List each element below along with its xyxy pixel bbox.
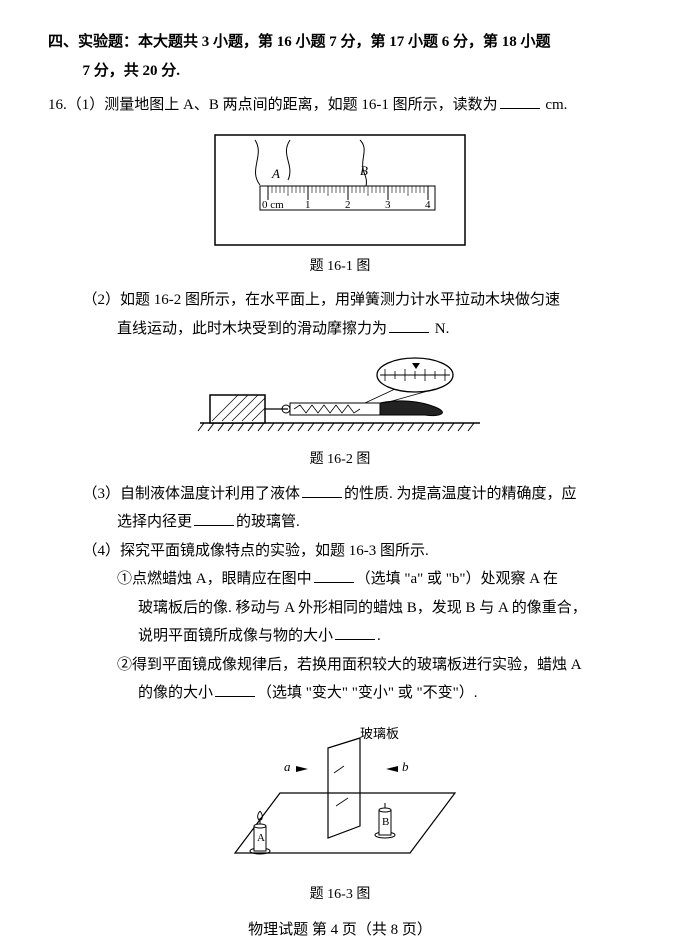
figure-16-1: A B 0 cm 1 2 3 4 [210, 130, 470, 250]
q16-3-text-c: 选择内径更 [117, 514, 192, 530]
fig3-label-b: b [402, 759, 409, 774]
q16-2-line2: 直线运动，此时木块受到的滑动摩擦力为 N. [48, 315, 632, 344]
fig1-label-b: B [360, 163, 368, 178]
blank-16-3b [194, 511, 234, 526]
q16-3-label: （3） [83, 486, 121, 502]
blank-16-2 [389, 318, 429, 333]
section-header: 四、实验题：本大题共 3 小题，第 16 小题 7 分，第 17 小题 6 分，… [48, 28, 632, 85]
q16-1-label: （1） [67, 97, 105, 113]
q16-4-s2: ②得到平面镜成像规律后，若换用面积较大的玻璃板进行实验，蜡烛 A [48, 651, 632, 680]
figure-16-2 [190, 353, 490, 443]
q16-4: （4）探究平面镜成像特点的实验，如题 16-3 图所示. [48, 537, 632, 566]
q16-1-unit: cm. [542, 97, 568, 113]
q16-4-s1-l3: 说明平面镜所成像与物的大小. [48, 622, 632, 651]
q16-4-s1-l2: 玻璃板后的像. 移动与 A 外形相同的蜡烛 B，发现 B 与 A 的像重合， [48, 594, 632, 623]
q16-4-s1-t5: . [377, 628, 381, 644]
q16-2: （2）如题 16-2 图所示，在水平面上，用弹簧测力计水平拉动木块做匀速 [48, 286, 632, 315]
blank-16-4a [314, 568, 354, 583]
q16-4-s1-t1: 点燃蜡烛 A，眼睛应在图中 [132, 571, 312, 587]
q16-4-s2-t3: （选填 "变大" "变小" 或 "不变"）. [257, 685, 478, 701]
q16-3-text-b: 的性质. 为提高温度计的精确度，应 [344, 486, 577, 502]
q16-3-line2: 选择内径更 的玻璃管. [48, 508, 632, 537]
q16: 16.（1）测量地图上 A、B 两点间的距离，如题 16-1 图所示，读数为 c… [48, 91, 632, 120]
fig1-label-a: A [271, 166, 280, 181]
q16-4-label: （4） [83, 543, 121, 559]
fig3-label-a: a [284, 759, 291, 774]
svg-text:2: 2 [345, 199, 351, 211]
q16-1-text-a: 测量地图上 A、B 两点间的距离，如题 16-1 图所示，读数为 [104, 97, 497, 113]
section-title-l2: 7 分，共 20 分. [48, 57, 632, 86]
svg-text:3: 3 [385, 199, 391, 211]
q16-4-s2-t2: 的像的大小 [138, 685, 213, 701]
q16-3-text-d: 的玻璃管. [236, 514, 300, 530]
q16-2-unit: N. [431, 321, 449, 337]
fig3-label-A: A [257, 832, 265, 844]
q16-4-s1-t4: 说明平面镜所成像与物的大小 [138, 628, 333, 644]
blank-16-3a [302, 483, 342, 498]
q16-4-s1: ①点燃蜡烛 A，眼睛应在图中 （选填 "a" 或 "b"）处观察 A 在 [48, 565, 632, 594]
fig3-label-glass: 玻璃板 [360, 726, 399, 741]
q16-4-s1-label: ① [117, 571, 132, 587]
q16-4-s2-l2: 的像的大小 （选填 "变大" "变小" 或 "不变"）. [48, 679, 632, 708]
svg-text:4: 4 [425, 199, 431, 211]
q16-4-text-a: 探究平面镜成像特点的实验，如题 16-3 图所示. [120, 543, 429, 559]
q16-3-text-a: 自制液体温度计利用了液体 [120, 486, 300, 502]
blank-16-4b [335, 625, 375, 640]
section-label: 四、 [48, 34, 78, 50]
q16-num: 16. [48, 97, 67, 113]
svg-text:0 cm: 0 cm [262, 199, 284, 211]
figure-16-3: 玻璃板 a b A B [210, 718, 470, 878]
page-footer: 物理试题 第 4 页（共 8 页） [48, 916, 632, 945]
q16-4-s1-t3: 玻璃板后的像. 移动与 A 外形相同的蜡烛 B，发现 B 与 A 的像重合， [138, 600, 587, 616]
fig3-caption: 题 16-3 图 [48, 882, 632, 909]
q16-4-s2-t1: 得到平面镜成像规律后，若换用面积较大的玻璃板进行实验，蜡烛 A [132, 657, 582, 673]
blank-16-4c [215, 682, 255, 697]
fig3-label-B: B [382, 816, 389, 828]
q16-2-label: （2） [83, 292, 121, 308]
q16-2-text-b: 直线运动，此时木块受到的滑动摩擦力为 [117, 321, 387, 337]
q16-4-s2-label: ② [117, 657, 132, 673]
section-title-l1: 实验题：本大题共 3 小题，第 16 小题 7 分，第 17 小题 6 分，第 … [78, 34, 551, 50]
q16-3: （3）自制液体温度计利用了液体 的性质. 为提高温度计的精确度，应 [48, 480, 632, 509]
blank-16-1 [500, 94, 540, 109]
fig2-caption: 题 16-2 图 [48, 447, 632, 474]
q16-2-text-a: 如题 16-2 图所示，在水平面上，用弹簧测力计水平拉动木块做匀速 [120, 292, 560, 308]
fig1-caption: 题 16-1 图 [48, 254, 632, 281]
svg-text:1: 1 [305, 199, 311, 211]
q16-4-s1-t2: （选填 "a" 或 "b"）处观察 A 在 [356, 571, 558, 587]
